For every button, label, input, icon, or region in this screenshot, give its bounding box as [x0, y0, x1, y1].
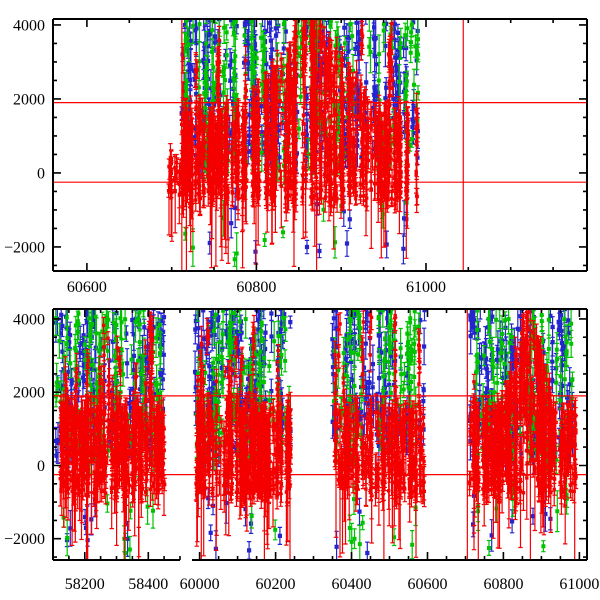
red-points — [166, 19, 420, 203]
x-tick-label: 60000 — [180, 576, 220, 593]
data-layer — [53, 19, 587, 271]
panel-frame — [52, 308, 588, 561]
x-tick-label: 60400 — [332, 576, 372, 593]
y-tick-label: 0 — [37, 458, 45, 475]
x-tick-label: 58400 — [128, 576, 168, 593]
y-tick-label: −2000 — [4, 531, 45, 548]
y-tick-label: 2000 — [13, 91, 45, 108]
x-tick-label: 60600 — [67, 279, 107, 296]
x-tick-labels: 58200 58400 60000 60200 60400 60600 60800 61000 — [65, 576, 600, 593]
y-tick-label: 0 — [37, 165, 45, 182]
y-tick-label: 4000 — [13, 311, 45, 328]
axis-ticks — [53, 19, 587, 271]
axis-ticks — [52, 309, 587, 560]
x-tick-labels: 60600 60800 61000 — [67, 279, 446, 296]
y-tick-label: −2000 — [4, 239, 45, 256]
x-tick-label: 60800 — [483, 576, 523, 593]
y-tick-label: 4000 — [13, 17, 45, 34]
data-layer — [53, 309, 587, 560]
x-tick-label: 60200 — [256, 576, 296, 593]
green-points — [182, 19, 421, 262]
y-tick-labels: −2000 0 2000 4000 — [4, 311, 45, 548]
x-tick-label: 60600 — [407, 576, 447, 593]
top-panel: 60600 60800 61000 −2000 0 2000 4000 — [4, 17, 588, 296]
x-tick-label: 61000 — [559, 576, 599, 593]
y-tick-labels: −2000 0 2000 4000 — [4, 17, 45, 256]
x-tick-label: 60800 — [236, 279, 276, 296]
panel-frame — [52, 18, 588, 272]
x-tick-label: 58200 — [65, 576, 105, 593]
red-points — [58, 309, 578, 497]
bottom-panel: 58200 58400 60000 60200 60400 60600 60800 61000… — [4, 308, 600, 593]
y-tick-label: 2000 — [13, 385, 45, 402]
x-tick-label: 61000 — [406, 279, 446, 296]
